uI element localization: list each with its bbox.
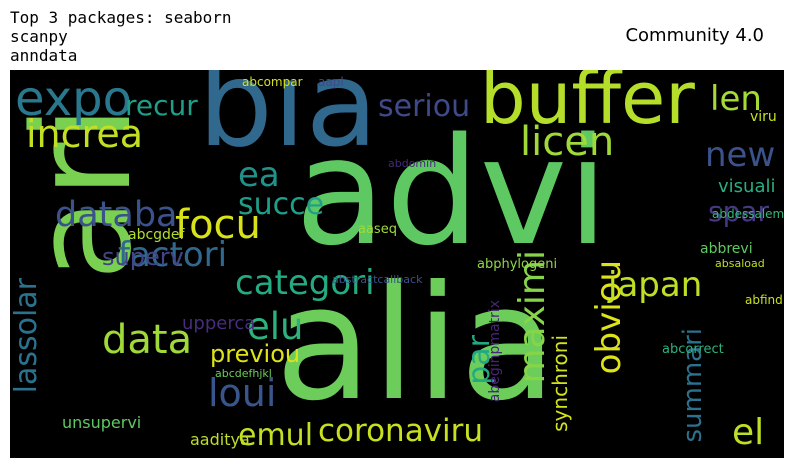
word: abbrevi [700, 241, 753, 257]
word: loui [208, 371, 277, 415]
word: japan [608, 265, 703, 305]
word: expo [15, 71, 132, 127]
word: synchroni [548, 335, 572, 432]
word: lassolar [10, 278, 44, 394]
word: abcompar [242, 75, 303, 89]
word: coronaviru [318, 413, 484, 449]
word: abcgdef [128, 227, 185, 243]
word: licen [520, 119, 615, 165]
word: factori [118, 235, 228, 275]
word: abdessalem [712, 207, 784, 221]
word: data [102, 317, 193, 363]
word: viru [750, 109, 777, 125]
word: spar [708, 195, 770, 228]
word: abcdefhjkl [215, 367, 272, 380]
word: categori [235, 263, 375, 303]
word: seriou [378, 89, 471, 124]
word: aaditya [190, 430, 250, 449]
word: new [705, 135, 776, 175]
word: abphylogeni [477, 257, 558, 272]
word: buffer [480, 70, 695, 140]
word: ea [238, 155, 280, 195]
figure-title-left: Top 3 packages: seaborn scanpy anndata [10, 8, 232, 65]
word: focu [175, 202, 261, 248]
word: bia [198, 70, 378, 173]
word: increa [26, 112, 143, 156]
word: abdomin [388, 157, 437, 170]
word: abeginpmatrix [487, 300, 503, 403]
word: superv [102, 243, 184, 271]
word: len [710, 79, 762, 119]
word: upperca [182, 313, 256, 334]
word: alia [275, 252, 557, 436]
word: previou [210, 340, 301, 368]
figure-title-right: Community 4.0 [625, 25, 764, 46]
word: abcorrect [662, 342, 724, 357]
word: absaload [715, 257, 765, 270]
word: advi [295, 106, 609, 278]
word: abfind [745, 293, 783, 307]
word: unsupervi [62, 413, 142, 432]
word: databa [55, 195, 178, 235]
word: visuali [718, 176, 776, 197]
word: el [732, 412, 765, 453]
word: aaseq [358, 222, 397, 237]
word: aapl [318, 75, 344, 89]
word-cloud: advi alia ari bia buffer expo increa dat… [10, 70, 784, 458]
word: elu [247, 305, 304, 348]
word: recur [125, 89, 198, 122]
word: abstractcallback [332, 273, 423, 286]
word: succe [238, 187, 325, 222]
word: emul [238, 418, 314, 453]
